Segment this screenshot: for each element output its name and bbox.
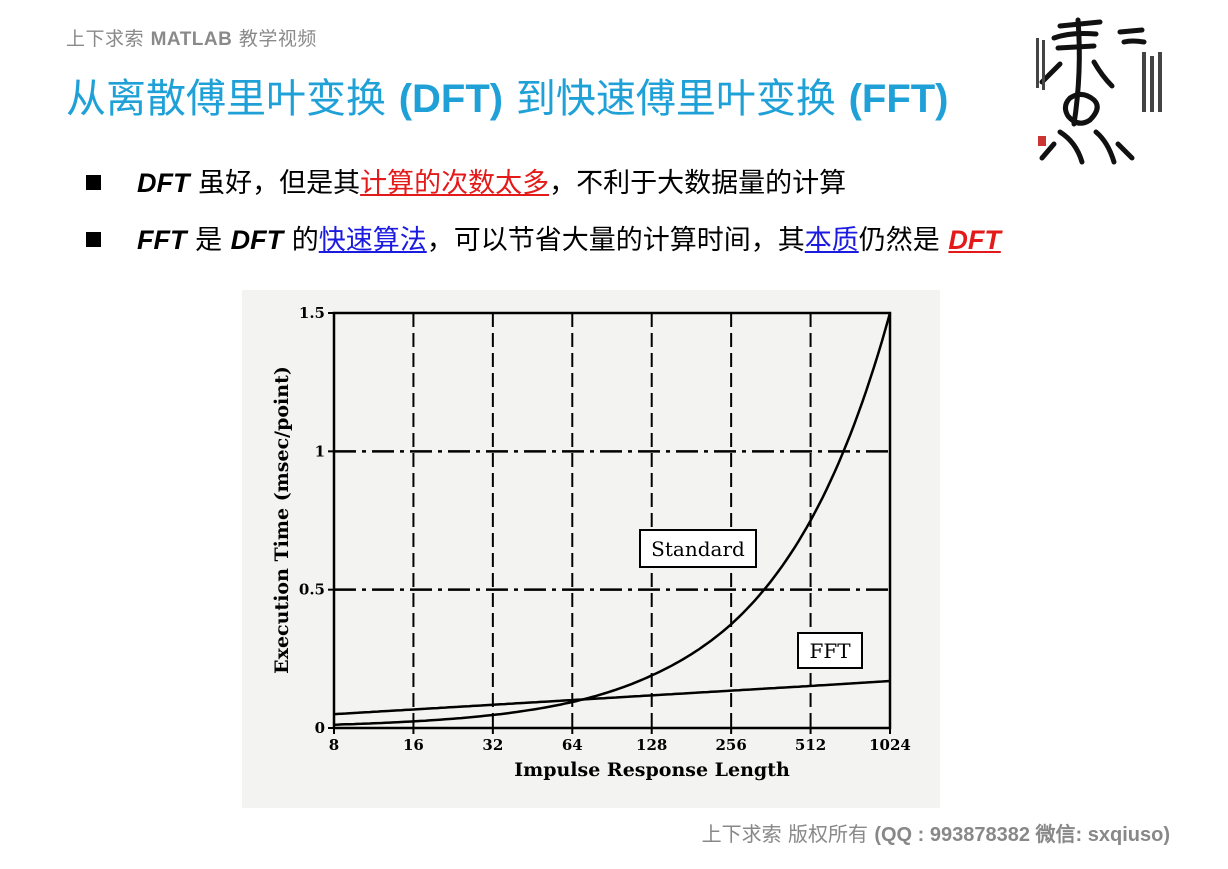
bullet1-text-b: ，不利于大数据量的计算 [549, 168, 847, 199]
title-part1: 从离散傅里叶变换 [66, 76, 386, 122]
link-fast-algorithm[interactable]: 快速算法 [318, 225, 427, 256]
x-tick-label: 128 [636, 736, 667, 754]
bullet-square-icon [86, 232, 101, 247]
standard-series-line [333, 312, 892, 726]
y-tick-label: 0 [315, 719, 325, 737]
bullet2-dft-highlight: DFT [948, 225, 1001, 255]
bullet2-text-a: 是 [186, 225, 231, 256]
page-title: 从离散傅里叶变换 (DFT) 到快速傅里叶变换 (FFT) [66, 66, 949, 124]
bullet2-text-b: 的 [283, 225, 319, 256]
bullet2-text-d: 仍然是 [858, 225, 949, 256]
link-essence[interactable]: 本质 [804, 225, 859, 256]
bullet2-fft: FFT [137, 225, 187, 255]
bullet1-text-a: 虽好，但是其 [189, 168, 361, 199]
standard-label: Standard [651, 537, 745, 561]
chart-svg: 8 16 32 64 128 256 512 1024 0 0.5 1 1.5 Standard FF… [271, 304, 911, 781]
x-tick-label: 512 [795, 736, 826, 754]
title-part4: (FFT) [848, 77, 949, 121]
bullet2-text-c: ，可以节省大量的计算时间，其 [426, 225, 805, 256]
y-tick-label: 1 [315, 442, 325, 460]
y-tick-label: 0.5 [299, 581, 325, 599]
fft-series-line [333, 679, 891, 716]
x-tick-label: 64 [562, 736, 583, 754]
plot-frame [332, 311, 892, 730]
bullet-item-1: DFT 虽好，但是其计算的次数太多，不利于大数据量的计算 [86, 163, 846, 203]
standard-annotation: Standard [639, 529, 757, 568]
x-tick-label: 16 [403, 736, 424, 754]
course-label: 上下求索 MATLAB 教学视频 [66, 24, 317, 51]
bullet2-dft: DFT [230, 225, 284, 255]
course-label-cn: 上下求索 [66, 28, 145, 50]
fft-annotation: FFT [797, 632, 863, 669]
x-tick-label: 8 [329, 736, 339, 754]
title-part2: (DFT) [398, 77, 504, 121]
x-tick-label: 1024 [869, 736, 911, 754]
bullet1-dft: DFT [137, 168, 190, 198]
x-tick-label: 32 [482, 736, 503, 754]
bullet-item-2: FFT 是 DFT 的快速算法，可以节省大量的计算时间，其本质仍然是 DFT [86, 220, 1001, 260]
bullet-square-icon [86, 175, 101, 190]
course-label-suffix: 教学视频 [238, 28, 317, 50]
bullet1-highlight: 计算的次数太多 [360, 168, 550, 199]
footer-copyright: 上下求索 版权所有 [701, 822, 868, 846]
execution-time-chart: 8 16 32 64 128 256 512 1024 0 0.5 1 1.5 Standard FF… [242, 290, 940, 808]
x-tick-label: 256 [715, 736, 746, 754]
title-part3: 到快速傅里叶变换 [515, 76, 836, 122]
y-tick-label: 1.5 [299, 304, 325, 322]
footer-contact: (QQ : 993878382 微信: sxqiuso) [874, 824, 1170, 846]
x-axis-label: Impulse Response Length [514, 759, 790, 781]
y-axis-label: Execution Time (msec/point) [271, 366, 293, 674]
fft-label: FFT [809, 639, 851, 663]
course-label-en: MATLAB [150, 29, 233, 50]
footer: 上下求索 版权所有 (QQ : 993878382 微信: sxqiuso) [702, 818, 1170, 847]
calligraphy-seal-logo-icon [1030, 12, 1180, 176]
